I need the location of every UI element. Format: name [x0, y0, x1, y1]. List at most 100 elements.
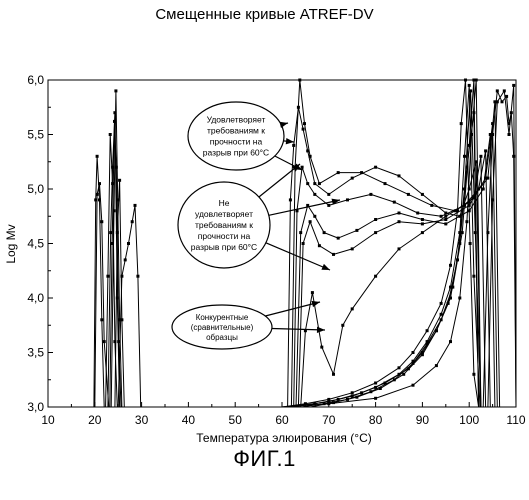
x-tick-label: 80 [369, 413, 383, 427]
series-point [449, 340, 452, 343]
series-point [393, 201, 396, 204]
series-point [306, 182, 309, 185]
series-point [302, 128, 305, 131]
y-tick-label: 3,5 [27, 346, 44, 360]
y-tick-label: 4,0 [27, 291, 44, 305]
series-point [109, 231, 112, 234]
series-point [309, 155, 312, 158]
series-point [116, 231, 119, 234]
series-point [440, 302, 443, 305]
series-point [337, 171, 340, 174]
series-point [106, 275, 109, 278]
callout-label: требованиям к [195, 220, 253, 230]
x-tick-label: 40 [182, 413, 196, 427]
series-point [313, 193, 316, 196]
y-tick-label: 3,0 [27, 400, 44, 414]
series-point [440, 215, 443, 218]
series-point [355, 396, 358, 399]
y-tick-label: 5,0 [27, 182, 44, 196]
series-point [512, 84, 515, 87]
series-point [120, 275, 123, 278]
series-point [323, 231, 326, 234]
series-point [351, 391, 354, 394]
series-point [501, 100, 504, 103]
series-point [421, 218, 424, 221]
series-point [327, 193, 330, 196]
series-point [313, 215, 316, 218]
series-point [374, 382, 377, 385]
series-point [96, 155, 99, 158]
series-point [301, 166, 304, 169]
series-point [421, 353, 424, 356]
series-point [351, 307, 354, 310]
series-point [449, 297, 452, 300]
series-point [302, 242, 305, 245]
series-point [341, 324, 344, 327]
y-tick-label: 5,5 [27, 128, 44, 142]
x-tick-label: 60 [275, 413, 289, 427]
series-point [402, 373, 405, 376]
figure-caption: ФИГ.1 [0, 446, 529, 472]
y-tick-label: 4,5 [27, 237, 44, 251]
series-point [475, 79, 478, 82]
series-point [299, 231, 302, 234]
x-tick-label: 50 [229, 413, 243, 427]
callout-label: разрыв при 60°C [191, 242, 257, 252]
x-tick-label: 30 [135, 413, 149, 427]
series-point [369, 193, 372, 196]
series-point [124, 258, 127, 261]
series-point [444, 222, 447, 225]
series-point [449, 264, 452, 267]
series-point [469, 89, 472, 92]
series-point [484, 149, 487, 152]
callout-label: прочности на [198, 231, 251, 241]
series-point [113, 209, 116, 212]
callout-label: удовлетворяет [195, 209, 253, 219]
callout-label: требованиям к [207, 126, 265, 136]
series-point [440, 313, 443, 316]
annotations: Удовлетворяеттребованиям кпрочности нара… [172, 102, 340, 349]
series-point [458, 242, 461, 245]
series-point [496, 89, 499, 92]
series-point [351, 177, 354, 180]
series-point [470, 133, 473, 136]
series-point [355, 229, 358, 232]
callout-arrow-head [321, 264, 330, 270]
y-axis-label: Log Mv [4, 224, 18, 263]
series-point [482, 188, 485, 191]
series-point [360, 171, 363, 174]
series-point [134, 204, 137, 207]
series-point [435, 329, 438, 332]
series-point [374, 166, 377, 169]
series-point [479, 155, 482, 158]
x-tick-label: 10 [41, 413, 55, 427]
series-point [131, 220, 134, 223]
series-point [318, 244, 321, 247]
series-point [337, 237, 340, 240]
x-axis-label: Температура элюирования (°C) [196, 431, 371, 445]
series-point [374, 275, 377, 278]
series-point [96, 193, 99, 196]
series-point [303, 122, 306, 125]
y-tick-label: 6,0 [27, 73, 44, 87]
series-point [430, 204, 433, 207]
series-point [407, 193, 410, 196]
series-point [346, 198, 349, 201]
callout-label: Не [219, 198, 230, 208]
series-point [496, 100, 499, 103]
series-point [398, 220, 401, 223]
series-point [463, 155, 466, 158]
series-point [486, 177, 489, 180]
series-point [292, 144, 295, 147]
x-tick-label: 70 [322, 413, 336, 427]
series-point [491, 198, 494, 201]
x-tick-label: 90 [416, 413, 430, 427]
series-point [374, 397, 377, 400]
series-point [458, 297, 461, 300]
series-point [465, 220, 468, 223]
series-point [421, 222, 424, 225]
series-point [98, 182, 101, 185]
series-point [398, 212, 401, 215]
